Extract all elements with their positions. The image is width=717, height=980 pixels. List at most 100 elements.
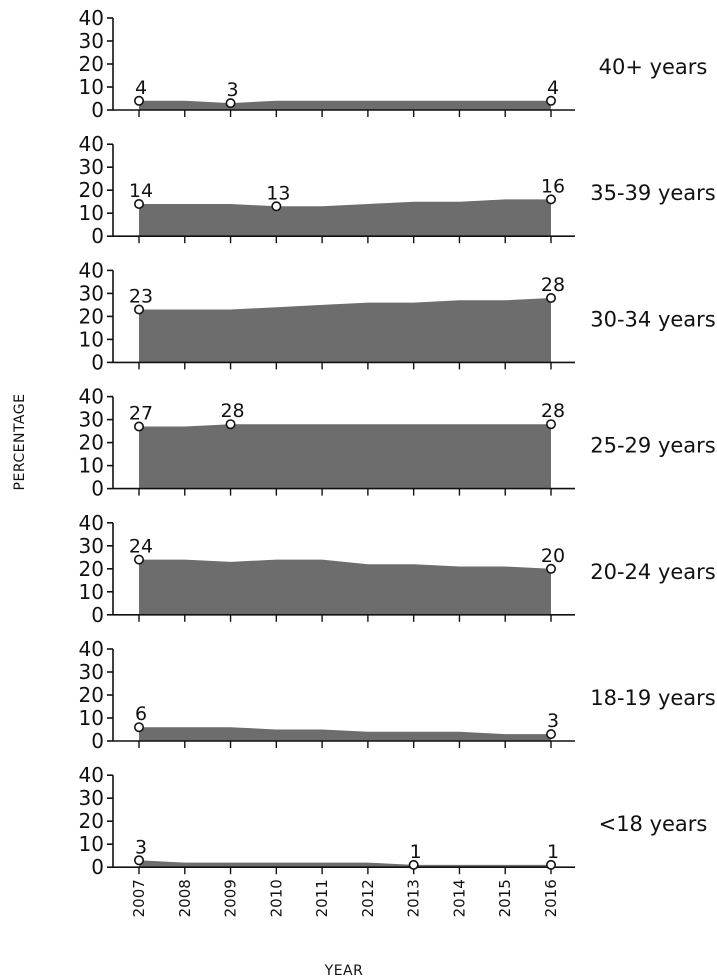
y-tick-label: 0 bbox=[91, 477, 104, 501]
data-label: 23 bbox=[129, 286, 153, 308]
series-area bbox=[139, 298, 551, 363]
data-point bbox=[225, 419, 236, 430]
data-label: 27 bbox=[129, 403, 153, 425]
y-tick-label: 10 bbox=[79, 454, 104, 478]
data-label: 3 bbox=[227, 79, 239, 101]
y-tick-label: 40 bbox=[79, 6, 104, 30]
panel-label: 25-29 years bbox=[590, 434, 716, 458]
data-label: 4 bbox=[547, 77, 559, 99]
y-tick-label: 40 bbox=[79, 763, 104, 787]
panel-label: 30-34 years bbox=[590, 307, 716, 331]
data-point bbox=[408, 859, 419, 870]
data-point bbox=[545, 292, 556, 303]
y-tick-label: 20 bbox=[79, 52, 104, 76]
x-tick-label: 2015 bbox=[496, 879, 514, 917]
y-tick-label: 30 bbox=[79, 534, 104, 558]
panel-label: 35-39 years bbox=[590, 181, 716, 205]
y-tick-label: 10 bbox=[79, 327, 104, 351]
x-tick-label: 2011 bbox=[313, 879, 331, 917]
y-tick-label: 20 bbox=[79, 178, 104, 202]
x-axis-title: YEAR bbox=[324, 963, 364, 979]
data-label: 3 bbox=[135, 836, 147, 858]
data-point bbox=[134, 554, 145, 565]
y-tick-label: 20 bbox=[79, 304, 104, 328]
data-point bbox=[545, 419, 556, 430]
series-area bbox=[139, 860, 551, 868]
y-tick-label: 10 bbox=[79, 706, 104, 730]
panel-label: 18-19 years bbox=[590, 686, 716, 710]
data-label: 20 bbox=[541, 545, 565, 567]
data-point bbox=[545, 859, 556, 870]
data-label: 28 bbox=[541, 400, 565, 422]
y-tick-label: 20 bbox=[79, 431, 104, 455]
y-tick-label: 20 bbox=[79, 809, 104, 833]
y-tick-label: 0 bbox=[91, 350, 104, 374]
y-tick-label: 0 bbox=[91, 855, 104, 879]
data-label: 4 bbox=[135, 77, 147, 99]
y-tick-label: 0 bbox=[91, 603, 104, 627]
series-area bbox=[139, 199, 551, 237]
y-tick-label: 30 bbox=[79, 408, 104, 432]
data-point bbox=[545, 563, 556, 574]
y-tick-label: 30 bbox=[79, 155, 104, 179]
panel-label: 40+ years bbox=[599, 55, 708, 79]
data-label: 14 bbox=[129, 180, 153, 202]
panel-label: 20-24 years bbox=[590, 560, 716, 584]
x-tick-label: 2008 bbox=[176, 879, 194, 917]
y-tick-label: 0 bbox=[91, 98, 104, 122]
y-tick-label: 30 bbox=[79, 281, 104, 305]
series-area bbox=[139, 100, 551, 110]
y-tick-label: 30 bbox=[79, 660, 104, 684]
data-label: 24 bbox=[129, 536, 153, 558]
data-point bbox=[134, 304, 145, 315]
data-point bbox=[134, 95, 145, 106]
x-axis: 2007 2008 2009 2010 2011 2012 2013 2014 2015 2016 bbox=[130, 879, 560, 917]
data-label: 1 bbox=[547, 841, 559, 863]
data-point bbox=[545, 729, 556, 740]
data-point bbox=[134, 421, 145, 432]
data-label: 13 bbox=[266, 182, 290, 204]
y-tick-label: 10 bbox=[79, 832, 104, 856]
y-tick-label: 20 bbox=[79, 683, 104, 707]
data-label: 6 bbox=[135, 703, 147, 725]
y-tick-label: 0 bbox=[91, 729, 104, 753]
x-tick-label: 2016 bbox=[542, 879, 560, 917]
x-tick-label: 2014 bbox=[450, 879, 468, 917]
y-tick-label: 30 bbox=[79, 786, 104, 810]
x-tick-label: 2013 bbox=[405, 879, 423, 917]
y-tick-label: 40 bbox=[79, 258, 104, 282]
y-tick-label: 40 bbox=[79, 132, 104, 156]
data-point bbox=[545, 194, 556, 205]
y-tick-label: 30 bbox=[79, 29, 104, 53]
x-tick-label: 2010 bbox=[267, 879, 285, 917]
panel-label: <18 years bbox=[599, 812, 708, 836]
series-area bbox=[139, 424, 551, 489]
y-tick-label: 10 bbox=[79, 580, 104, 604]
data-label: 16 bbox=[541, 175, 565, 197]
data-label: 3 bbox=[547, 710, 559, 732]
data-point bbox=[545, 95, 556, 106]
x-tick-label: 2007 bbox=[130, 879, 148, 917]
data-point bbox=[134, 855, 145, 866]
data-label: 1 bbox=[410, 841, 422, 863]
y-tick-label: 40 bbox=[79, 511, 104, 535]
data-point bbox=[134, 722, 145, 733]
data-point bbox=[134, 199, 145, 210]
x-tick-label: 2009 bbox=[222, 879, 240, 917]
x-tick-label: 2012 bbox=[359, 879, 377, 917]
y-tick-label: 0 bbox=[91, 224, 104, 248]
data-label: 28 bbox=[541, 274, 565, 296]
y-tick-label: 40 bbox=[79, 385, 104, 409]
series-area bbox=[139, 727, 551, 741]
y-tick-label: 10 bbox=[79, 201, 104, 225]
y-axis-title: PERCENTAGE bbox=[12, 394, 28, 491]
data-label: 28 bbox=[220, 400, 244, 422]
